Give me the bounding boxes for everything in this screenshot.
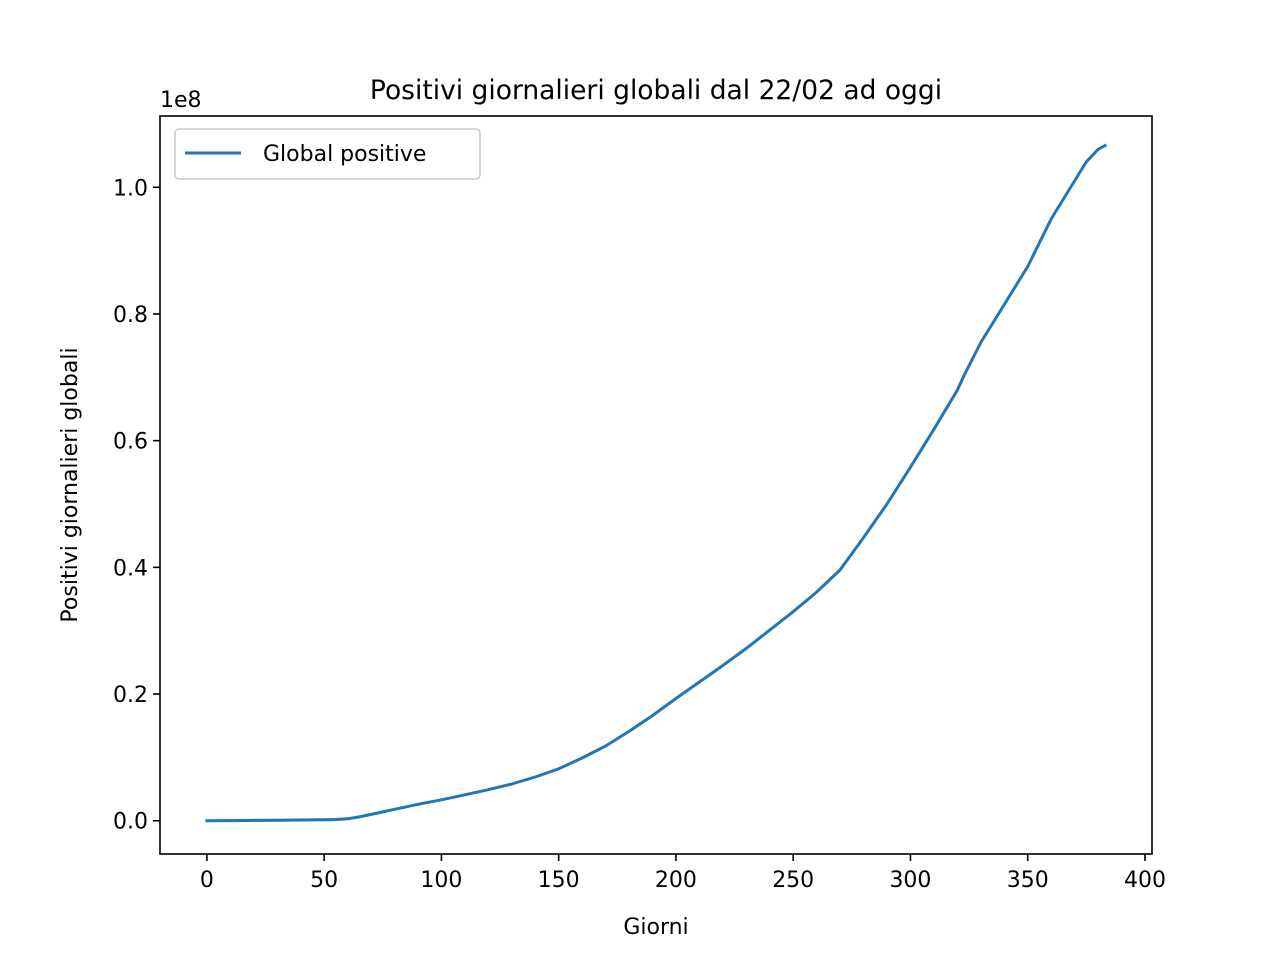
plot-frame [159, 115, 1153, 855]
y-tick-label: 0.8 [113, 303, 148, 328]
x-tick-label: 100 [420, 868, 462, 893]
chart-title: Positivi giornalieri globali dal 22/02 a… [370, 75, 942, 106]
y-tick-label: 0.2 [113, 683, 148, 708]
y-axis-title: Positivi giornalieri globali [58, 347, 83, 622]
legend: Global positive [174, 128, 481, 180]
x-axis-title: Giorni [623, 915, 688, 940]
x-tick-label: 400 [1124, 868, 1166, 893]
y-tick-label: 0.4 [113, 556, 148, 581]
y-tick-label: 1.0 [113, 176, 148, 201]
y-tick-label: 0.6 [113, 430, 148, 455]
x-tick-label: 150 [538, 868, 580, 893]
x-tick-label: 50 [310, 868, 338, 893]
x-tick-label: 350 [1007, 868, 1049, 893]
x-tick-label: 300 [889, 868, 931, 893]
y-tick-label: 0.0 [113, 810, 148, 835]
x-tick-label: 250 [772, 868, 814, 893]
y-offset-label: 1e8 [160, 88, 202, 113]
series-line-0 [205, 143, 1108, 823]
legend-box [174, 128, 481, 180]
legend-label: Global positive [263, 142, 426, 167]
x-tick-label: 0 [200, 868, 214, 893]
x-tick-label: 200 [655, 868, 697, 893]
plot-layer: 0 50 100 150 200 250 300 350 400 0.0 0.2 0.4 0.6 0.8 1… [113, 143, 1166, 893]
